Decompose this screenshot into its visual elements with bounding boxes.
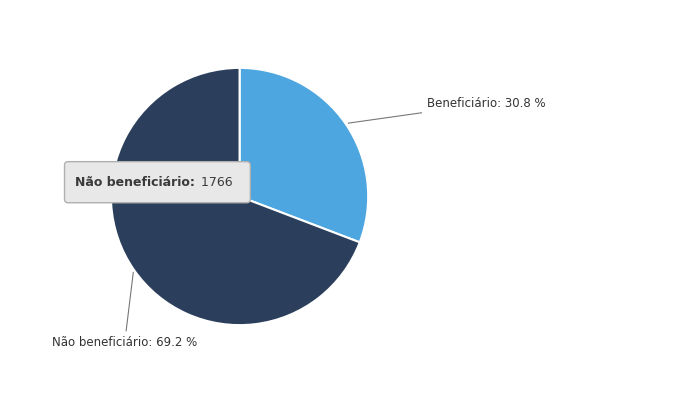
Wedge shape (240, 68, 368, 242)
Text: 1766: 1766 (197, 176, 232, 189)
Text: Não beneficiário: 69.2 %: Não beneficiário: 69.2 % (52, 272, 197, 349)
FancyBboxPatch shape (64, 162, 250, 203)
Text: Não beneficiário:: Não beneficiário: (75, 176, 195, 189)
Text: Beneficiário: 30.8 %: Beneficiário: 30.8 % (348, 97, 546, 123)
Wedge shape (111, 68, 360, 325)
